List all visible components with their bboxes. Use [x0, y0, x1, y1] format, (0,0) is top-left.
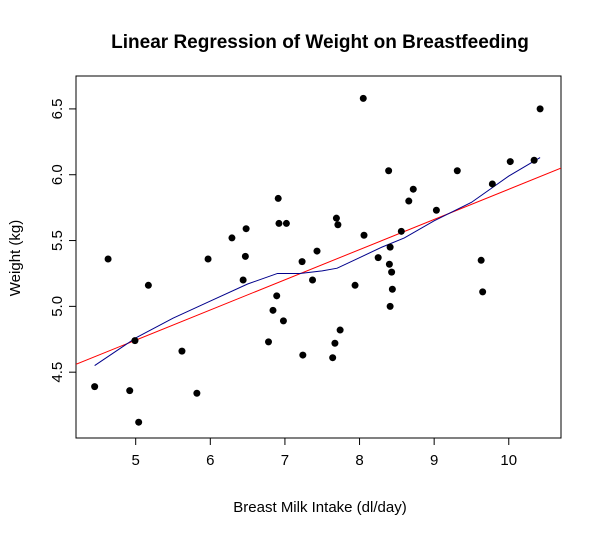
x-tick-label: 5 [132, 452, 140, 469]
data-point [479, 288, 487, 296]
data-point [506, 158, 514, 166]
data-point [273, 292, 281, 300]
data-point [336, 326, 344, 334]
y-axis-label: Weight (kg) [7, 220, 24, 296]
data-point [360, 231, 368, 239]
data-point [265, 338, 273, 346]
data-point [131, 337, 139, 345]
data-point [359, 94, 367, 102]
data-point [228, 234, 236, 242]
data-point [204, 255, 212, 263]
y-tick-label: 6.0 [49, 164, 66, 185]
data-point [385, 260, 393, 268]
fit-lines [76, 157, 561, 367]
data-point [299, 351, 307, 359]
data-point [193, 389, 201, 397]
data-point [274, 194, 282, 202]
data-point [388, 268, 396, 276]
data-point [239, 276, 247, 284]
data-point [104, 255, 112, 263]
data-point [334, 221, 342, 229]
chart-title: Linear Regression of Weight on Breastfee… [111, 32, 529, 53]
data-point [241, 252, 249, 260]
data-point [453, 167, 461, 175]
y-tick-label: 4.5 [49, 362, 66, 383]
data-point [269, 306, 277, 314]
data-point [386, 243, 394, 251]
data-point [374, 254, 382, 262]
data-point [279, 317, 287, 325]
data-point [386, 302, 394, 310]
x-tick-label: 10 [500, 452, 517, 469]
data-point [332, 214, 340, 222]
regression-line [76, 167, 561, 365]
data-point [405, 197, 413, 205]
data-point [282, 219, 290, 227]
data-point [242, 225, 250, 233]
data-points [91, 94, 544, 426]
data-point [126, 387, 134, 395]
data-point [298, 258, 306, 266]
y-tick-label: 5.5 [49, 230, 66, 251]
data-point [385, 167, 393, 175]
y-tick-label: 6.5 [49, 98, 66, 119]
x-tick-label: 7 [281, 452, 289, 469]
data-point [409, 185, 417, 193]
data-point [397, 227, 405, 235]
data-point [536, 105, 544, 113]
data-point [275, 219, 283, 227]
x-tick-label: 6 [206, 452, 214, 469]
data-point [178, 347, 186, 355]
data-point [530, 156, 538, 164]
x-axis: 5 6 7 8 9 10 [132, 438, 517, 469]
x-tick-label: 9 [430, 452, 438, 469]
data-point [135, 418, 143, 426]
data-point [351, 281, 359, 289]
data-point [91, 383, 99, 391]
data-point [331, 339, 339, 347]
y-tick-label: 5.0 [49, 296, 66, 317]
data-point [329, 354, 337, 362]
y-axis: 4.5 5.0 5.5 6.0 6.5 [49, 98, 76, 383]
data-point [309, 276, 317, 284]
smooth-line [94, 157, 541, 367]
data-point [388, 285, 396, 293]
x-axis-label: Breast Milk Intake (dl/day) [233, 499, 406, 516]
data-point [144, 281, 152, 289]
x-tick-label: 8 [355, 452, 363, 469]
data-point [488, 180, 496, 188]
plot-frame [75, 75, 562, 439]
data-point [313, 247, 321, 255]
data-point [477, 256, 485, 264]
data-point [432, 206, 440, 214]
